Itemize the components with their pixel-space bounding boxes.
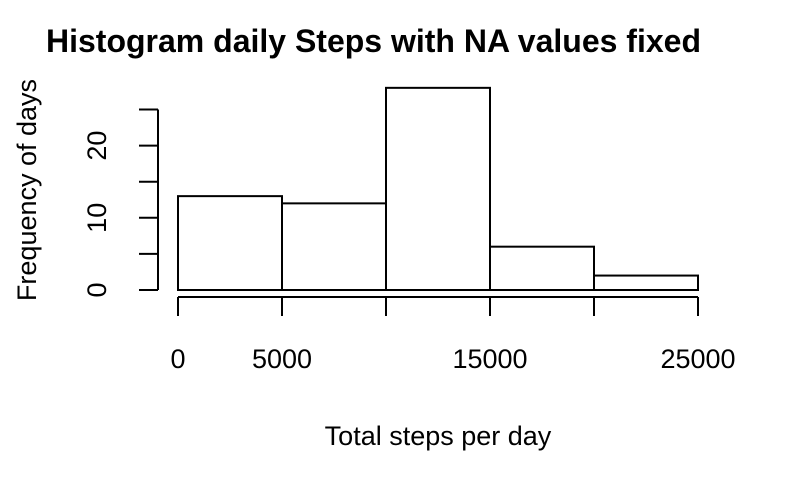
chart-title: Histogram daily Steps with NA values fix… xyxy=(46,23,701,59)
bar-5000-10000 xyxy=(281,202,387,291)
x-tick-label-25000: 25000 xyxy=(660,344,735,374)
bar-20000-25000 xyxy=(593,274,699,291)
y-tick-label-20: 20 xyxy=(82,131,112,161)
y-tick-label-10: 10 xyxy=(82,203,112,233)
y-tick-label-0: 0 xyxy=(82,282,112,297)
bar-15000-20000 xyxy=(489,245,595,291)
y-axis: 0 10 20 xyxy=(82,108,159,298)
y-axis-label: Frequency of days xyxy=(12,79,42,301)
x-axis-label: Total steps per day xyxy=(325,421,552,451)
bar-10000-15000 xyxy=(385,86,491,291)
x-axis: 0 5000 15000 25000 xyxy=(170,296,736,374)
x-tick-label-15000: 15000 xyxy=(452,344,527,374)
x-tick-label-0: 0 xyxy=(170,344,185,374)
bars-group xyxy=(177,86,699,291)
bar-0-5000 xyxy=(177,195,283,291)
x-tick-label-5000: 5000 xyxy=(252,344,312,374)
